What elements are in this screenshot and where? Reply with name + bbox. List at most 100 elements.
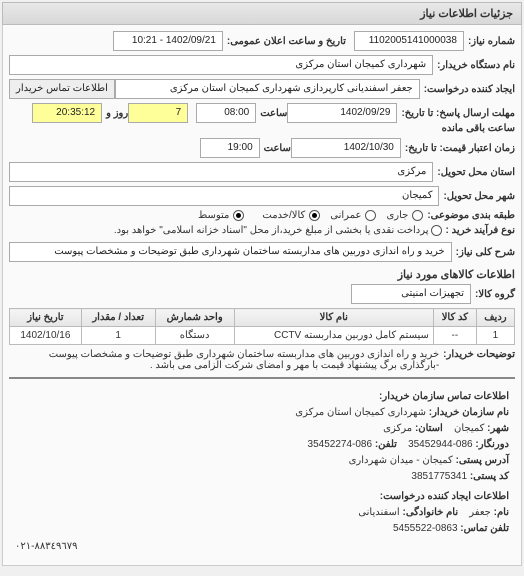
goods-group-field: تجهیزات امنیتی xyxy=(351,284,471,304)
deadline-time-field: 08:00 xyxy=(196,103,256,123)
cell-unit: دستگاه xyxy=(155,327,234,345)
divider xyxy=(9,377,515,379)
tel-value: 0863-5455522 xyxy=(393,523,458,534)
radio-current[interactable] xyxy=(412,210,423,221)
quote-label: زمان اعتبار قیمت: تا تاریخ: xyxy=(405,143,515,154)
row-creator: ایجاد کننده درخواست: جعفر اسفندیانی کارپ… xyxy=(9,79,515,99)
quote-time-label: ساعت xyxy=(264,143,291,154)
contact-section: اطلاعات تماس سازمان خریدار: xyxy=(379,391,509,402)
quote-date-field: 1402/10/30 xyxy=(291,138,401,158)
cprov-value: مرکزی xyxy=(383,423,412,434)
radio-current-group[interactable]: جاری xyxy=(376,210,423,221)
delivery-province-field: مرکزی xyxy=(9,162,433,182)
goods-group-label: گروه کالا: xyxy=(475,289,515,300)
ccity-label: شهر: xyxy=(487,423,509,434)
process-label: نوع فرآیند خرید : xyxy=(446,225,515,236)
org-label: نام سازمان خریدار: xyxy=(429,407,509,418)
row-process: نوع فرآیند خرید : پرداخت نقدی یا بخشی از… xyxy=(9,225,515,236)
row-need-number: شماره نیاز: 1102005141000038 تاریخ و ساع… xyxy=(9,31,515,51)
goods-section-title: اطلاعات کالاهای مورد نیاز xyxy=(9,268,515,281)
delivery-city-label: شهر محل تحویل: xyxy=(443,191,515,202)
remain-time-field: 20:35:12 xyxy=(32,103,102,123)
fax-label: دورنگار: xyxy=(475,439,509,450)
remain-suffix: ساعت باقی مانده xyxy=(442,123,515,134)
cprov-label: استان: xyxy=(415,423,443,434)
row-keyword: شرح کلی نیاز: خرید و راه اندازی دوربین ه… xyxy=(9,242,515,262)
phone-label: تلفن: xyxy=(375,439,397,450)
footer-tel: ٨٨٣٤٩٦٧٩-٠٢١ xyxy=(15,541,77,552)
remain-days-field: 7 xyxy=(128,103,188,123)
family-label: نام خانوادگی: xyxy=(403,507,459,518)
ccity-value: کمیجان xyxy=(454,423,484,434)
table-header-row: ردیف کد کالا نام کالا واحد شمارش تعداد /… xyxy=(10,309,515,327)
need-details-panel: جزئیات اطلاعات نیاز شماره نیاز: 11020051… xyxy=(2,2,522,566)
col-name: نام کالا xyxy=(234,309,433,327)
col-code: کد کالا xyxy=(433,309,476,327)
row-quote: زمان اعتبار قیمت: تا تاریخ: 1402/10/30 س… xyxy=(9,138,515,158)
keyword-field: خرید و راه اندازی دوربین های مداربسته سا… xyxy=(9,242,452,262)
phone-value: 086-35452274 xyxy=(308,439,373,450)
req-creator-section: اطلاعات ایجاد کننده درخواست: xyxy=(380,491,509,502)
family-value: اسفندیانی xyxy=(358,507,399,518)
row-deadline: مهلت ارسال پاسخ: تا تاریخ: 1402/09/29 سا… xyxy=(9,103,515,134)
budget-label: طبقه بندی موضوعی: xyxy=(427,210,515,221)
delivery-city-field: کمیجان xyxy=(9,186,439,206)
cell-date: 1402/10/16 xyxy=(10,327,82,345)
creator-label: ایجاد کننده درخواست: xyxy=(424,84,515,95)
postal-label: کد پستی: xyxy=(470,471,509,482)
row-desc: توضیحات خریدار: خرید و راه اندازی دوربین… xyxy=(9,349,515,371)
cell-row: 1 xyxy=(476,327,514,345)
radio-process-dot[interactable] xyxy=(431,225,442,236)
name-label: نام: xyxy=(494,507,509,518)
radio-middle-group[interactable]: متوسط xyxy=(188,210,244,221)
col-qty: تعداد / مقدار xyxy=(81,309,155,327)
remain-days-label: روز و xyxy=(106,108,128,119)
col-row: ردیف xyxy=(476,309,514,327)
announce-field: 1402/09/21 - 10:21 xyxy=(113,31,223,51)
row-buyer: نام دستگاه خریدار: شهرداری کمیجان استان … xyxy=(9,55,515,75)
radio-capital-label: عمرانی xyxy=(330,210,361,221)
row-province: استان محل تحویل: مرکزی xyxy=(9,162,515,182)
radio-section[interactable] xyxy=(309,210,320,221)
addr-label: آدرس پستی: xyxy=(456,455,509,466)
row-city: شهر محل تحویل: کمیجان xyxy=(9,186,515,206)
deadline-label: مهلت ارسال پاسخ: تا تاریخ: xyxy=(401,108,515,119)
row-goods-group: گروه کالا: تجهیزات امنیتی xyxy=(9,284,515,304)
buyer-contact-button[interactable]: اطلاعات تماس خریدار xyxy=(9,79,115,99)
radio-middle-label: متوسط xyxy=(198,210,229,221)
need-number-field: 1102005141000038 xyxy=(354,31,464,51)
contact-block: اطلاعات تماس سازمان خریدار: نام سازمان خ… xyxy=(9,385,515,559)
col-unit: واحد شمارش xyxy=(155,309,234,327)
row-budget: طبقه بندی موضوعی: جاری عمرانی کالا/خدمت … xyxy=(9,210,515,221)
radio-middle[interactable] xyxy=(233,210,244,221)
desc-text: خرید و راه اندازی دوربین های مداربسته سا… xyxy=(9,349,439,371)
radio-process[interactable] xyxy=(429,225,442,236)
deadline-time-label: ساعت xyxy=(260,108,287,119)
radio-current-label: جاری xyxy=(386,210,408,221)
goods-table: ردیف کد کالا نام کالا واحد شمارش تعداد /… xyxy=(9,308,515,345)
buyer-field: شهرداری کمیجان استان مرکزی xyxy=(9,55,433,75)
table-row: 1 -- سیستم کامل دوربین مداربسته CCTV دست… xyxy=(10,327,515,345)
need-number-label: شماره نیاز: xyxy=(468,36,515,47)
cell-name: سیستم کامل دوربین مداربسته CCTV xyxy=(234,327,433,345)
addr-value: کمیجان - میدان شهرداری xyxy=(349,455,453,466)
deadline-date-field: 1402/09/29 xyxy=(287,103,397,123)
process-note: پرداخت نقدی یا بخشی از مبلغ خرید،از محل … xyxy=(114,225,429,236)
name-value: جعفر xyxy=(469,507,491,518)
radio-capital-group[interactable]: عمرانی xyxy=(320,210,376,221)
announce-label: تاریخ و ساعت اعلان عمومی: xyxy=(227,36,346,47)
fax-value: 086-35452944 xyxy=(408,439,473,450)
postal-value: 3851775341 xyxy=(411,471,467,482)
panel-title: جزئیات اطلاعات نیاز xyxy=(2,2,522,25)
radio-capital[interactable] xyxy=(365,210,376,221)
col-date: تاریخ نیاز xyxy=(10,309,82,327)
buyer-label: نام دستگاه خریدار: xyxy=(437,60,515,71)
tel-label: تلفن تماس: xyxy=(460,523,509,534)
cell-code: -- xyxy=(433,327,476,345)
quote-time-field: 19:00 xyxy=(200,138,260,158)
keyword-label: شرح کلی نیاز: xyxy=(456,247,515,258)
cell-qty: 1 xyxy=(81,327,155,345)
radio-section-group[interactable]: کالا/خدمت xyxy=(252,210,320,221)
radio-section-label: کالا/خدمت xyxy=(262,210,305,221)
org-value: شهرداری کمیجان استان مرکزی xyxy=(295,407,426,418)
